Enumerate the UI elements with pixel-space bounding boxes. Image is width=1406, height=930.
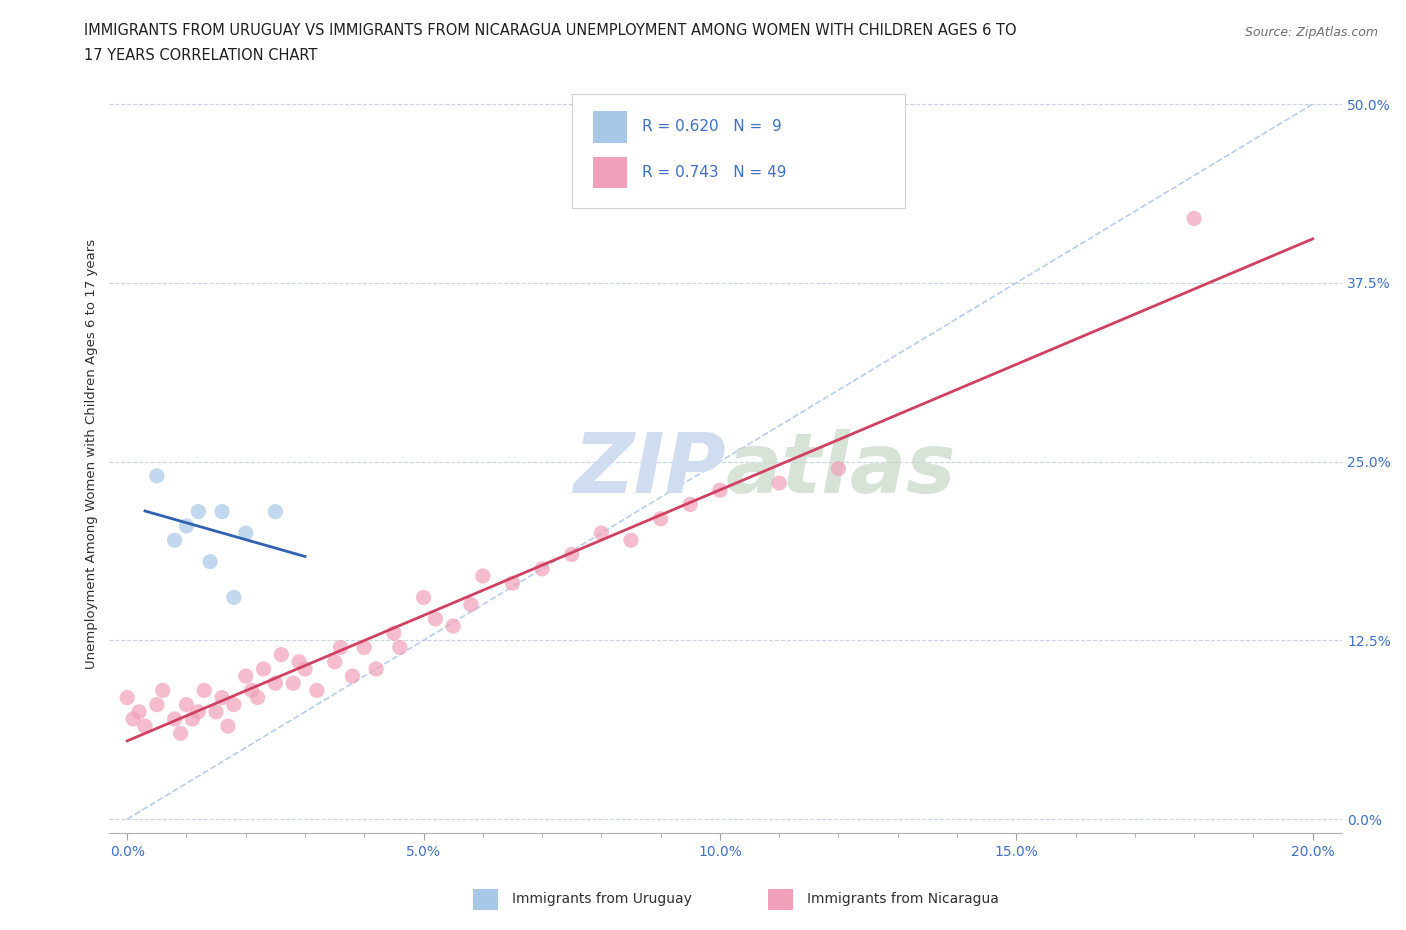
Point bbox=[198, 554, 221, 569]
Point bbox=[471, 568, 494, 583]
Point bbox=[187, 504, 209, 519]
Point bbox=[193, 683, 215, 698]
Point bbox=[270, 647, 292, 662]
Point bbox=[591, 525, 613, 540]
Point bbox=[217, 719, 239, 734]
Point bbox=[264, 504, 287, 519]
Point bbox=[441, 618, 464, 633]
Point bbox=[353, 640, 375, 655]
Point bbox=[305, 683, 328, 698]
Point bbox=[181, 711, 204, 726]
Point bbox=[240, 683, 263, 698]
Point bbox=[134, 719, 156, 734]
Point bbox=[246, 690, 269, 705]
Text: R = 0.620   N =  9: R = 0.620 N = 9 bbox=[643, 119, 782, 135]
Point bbox=[620, 533, 643, 548]
Point bbox=[827, 461, 849, 476]
Point bbox=[205, 704, 228, 719]
Point bbox=[679, 497, 702, 512]
Point bbox=[264, 676, 287, 691]
Point bbox=[283, 676, 305, 691]
Point bbox=[176, 698, 198, 712]
Point bbox=[460, 597, 482, 612]
Point bbox=[342, 669, 364, 684]
Point bbox=[650, 512, 672, 526]
Point bbox=[152, 683, 174, 698]
Point bbox=[501, 576, 523, 591]
Point bbox=[163, 533, 186, 548]
Point bbox=[235, 525, 257, 540]
Point bbox=[222, 698, 245, 712]
Bar bbox=[593, 156, 627, 189]
Point bbox=[122, 711, 145, 726]
Point bbox=[235, 669, 257, 684]
Point bbox=[187, 704, 209, 719]
Point bbox=[561, 547, 583, 562]
FancyBboxPatch shape bbox=[572, 95, 904, 208]
Text: R = 0.743   N = 49: R = 0.743 N = 49 bbox=[643, 165, 786, 180]
Point bbox=[388, 640, 411, 655]
Point bbox=[176, 519, 198, 534]
Point bbox=[382, 626, 405, 641]
Text: 17 YEARS CORRELATION CHART: 17 YEARS CORRELATION CHART bbox=[84, 48, 318, 63]
Point bbox=[146, 698, 169, 712]
Text: ZIP: ZIP bbox=[574, 429, 725, 510]
Point bbox=[531, 562, 554, 577]
Point bbox=[252, 661, 274, 676]
Text: Immigrants from Uruguay: Immigrants from Uruguay bbox=[512, 892, 692, 907]
Point bbox=[163, 711, 186, 726]
Point bbox=[323, 655, 346, 670]
Text: IMMIGRANTS FROM URUGUAY VS IMMIGRANTS FROM NICARAGUA UNEMPLOYMENT AMONG WOMEN WI: IMMIGRANTS FROM URUGUAY VS IMMIGRANTS FR… bbox=[84, 23, 1017, 38]
Text: Source: ZipAtlas.com: Source: ZipAtlas.com bbox=[1244, 26, 1378, 39]
Point bbox=[768, 475, 790, 490]
Point bbox=[222, 590, 245, 604]
Text: atlas: atlas bbox=[725, 429, 956, 510]
Bar bbox=[593, 111, 627, 143]
Point bbox=[288, 655, 311, 670]
Y-axis label: Unemployment Among Women with Children Ages 6 to 17 years: Unemployment Among Women with Children A… bbox=[86, 239, 98, 670]
Point bbox=[412, 590, 434, 604]
Point bbox=[211, 504, 233, 519]
Point bbox=[115, 690, 138, 705]
Point bbox=[294, 661, 316, 676]
Point bbox=[128, 704, 150, 719]
Point bbox=[169, 725, 191, 740]
Point bbox=[1182, 211, 1205, 226]
Point bbox=[146, 469, 169, 484]
Point bbox=[329, 640, 352, 655]
Point bbox=[425, 611, 447, 626]
Point bbox=[366, 661, 388, 676]
Point bbox=[211, 690, 233, 705]
Point bbox=[709, 483, 731, 498]
Text: Immigrants from Nicaragua: Immigrants from Nicaragua bbox=[807, 892, 1000, 907]
